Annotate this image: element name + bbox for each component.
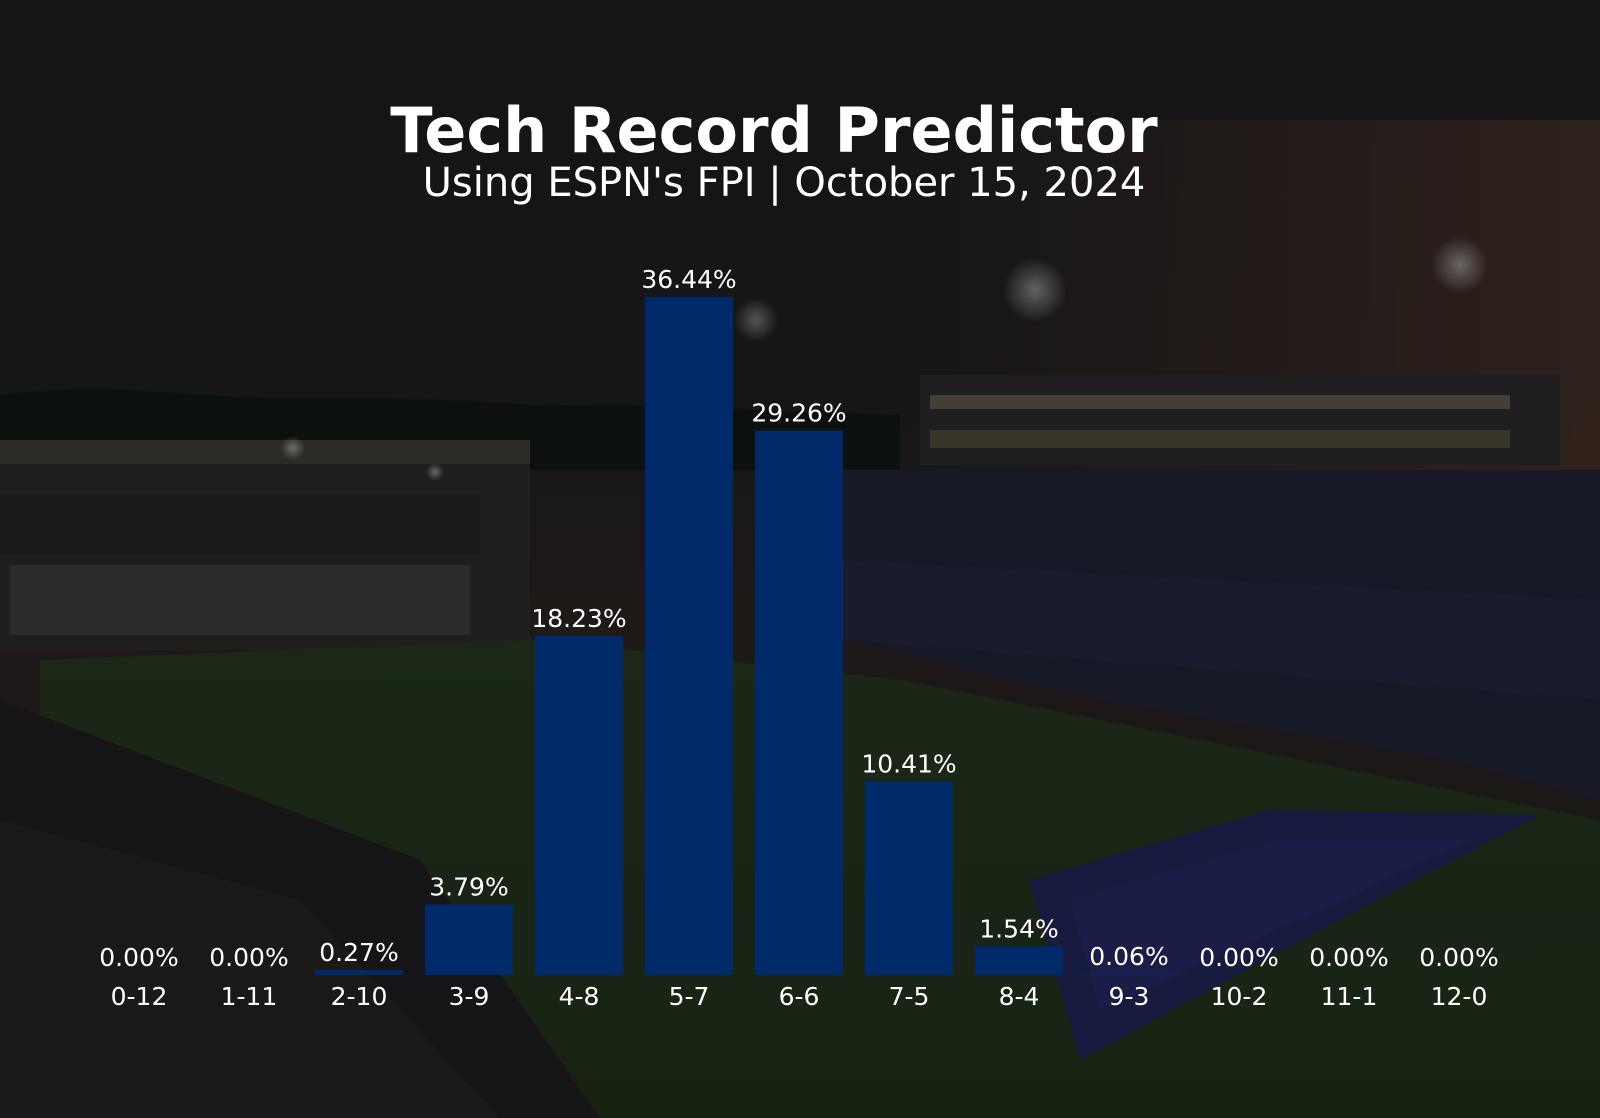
value-label-0-12: 0.00% <box>99 943 178 972</box>
bar-8-4 <box>975 946 1063 975</box>
value-label-1-11: 0.00% <box>209 943 288 972</box>
category-label-5-7: 5-7 <box>669 982 710 1011</box>
bar-4-8 <box>535 635 623 975</box>
category-label-7-5: 7-5 <box>889 982 930 1011</box>
value-label-10-2: 0.00% <box>1199 943 1278 972</box>
category-label-12-0: 12-0 <box>1431 982 1488 1011</box>
bar-7-5 <box>865 781 953 975</box>
value-labels: 0.00% 0.00% 0.27% 3.79% 18.23% 36.44% 29.26% 10… <box>99 265 1498 972</box>
value-label-2-10: 0.27% <box>319 938 398 967</box>
category-label-1-11: 1-11 <box>221 982 278 1011</box>
value-label-11-1: 0.00% <box>1309 943 1388 972</box>
category-label-10-2: 10-2 <box>1211 982 1268 1011</box>
bar-9-3 <box>1085 973 1173 975</box>
category-label-0-12: 0-12 <box>111 982 168 1011</box>
category-label-3-9: 3-9 <box>449 982 490 1011</box>
category-label-4-8: 4-8 <box>559 982 600 1011</box>
chart-title: Tech Record Predictor <box>390 94 1158 167</box>
value-label-5-7: 36.44% <box>641 265 736 294</box>
value-label-4-8: 18.23% <box>531 604 626 633</box>
bar-2-10 <box>315 970 403 975</box>
category-label-2-10: 2-10 <box>331 982 388 1011</box>
bar-series <box>315 297 1173 976</box>
value-label-3-9: 3.79% <box>429 873 508 902</box>
category-label-9-3: 9-3 <box>1109 982 1150 1011</box>
category-label-8-4: 8-4 <box>999 982 1040 1011</box>
bar-5-7 <box>645 297 733 975</box>
category-labels: 0-12 1-11 2-10 3-9 4-8 5-7 6-6 7-5 8-4 9-3 10-2 11-… <box>111 982 1488 1011</box>
value-label-7-5: 10.41% <box>861 749 956 778</box>
value-label-9-3: 0.06% <box>1089 942 1168 971</box>
bar-3-9 <box>425 904 513 975</box>
value-label-6-6: 29.26% <box>751 399 846 428</box>
value-label-8-4: 1.54% <box>979 914 1058 943</box>
bar-6-6 <box>755 430 843 976</box>
category-label-11-1: 11-1 <box>1321 982 1378 1011</box>
category-label-6-6: 6-6 <box>779 982 820 1011</box>
value-label-12-0: 0.00% <box>1419 943 1498 972</box>
chart-subtitle: Using ESPN's FPI | October 15, 2024 <box>423 160 1146 206</box>
